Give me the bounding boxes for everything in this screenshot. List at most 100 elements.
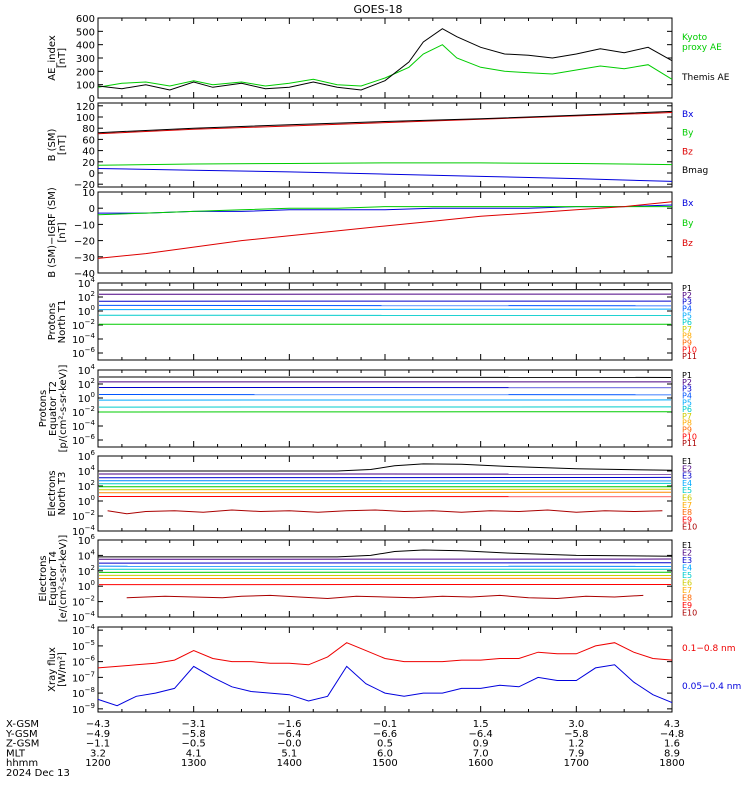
y-tick-exponent: −7 <box>85 670 95 678</box>
series-line <box>98 464 672 471</box>
y-tick-label: −30 <box>74 253 95 264</box>
y-tick-label: 100 <box>78 579 95 593</box>
orbit-value: 1200 <box>85 758 110 769</box>
orbit-value: 1600 <box>468 758 493 769</box>
y-tick-label: 600 <box>76 14 95 25</box>
y-tick-label: 10−2 <box>72 509 95 523</box>
y-tick-label: 10−8 <box>72 686 95 700</box>
y-tick-exponent: 4 <box>91 464 96 472</box>
y-tick-exponent: −2 <box>85 405 95 413</box>
y-tick-label: 100 <box>76 81 95 92</box>
y-tick-exponent: 4 <box>91 548 96 556</box>
y-tick-base: 10 <box>78 279 91 290</box>
y-tick-label: 10−9 <box>72 702 95 716</box>
y-tick-label: 104 <box>78 464 96 478</box>
legend-label: P11 <box>682 439 697 448</box>
y-tick-base: 10 <box>78 536 91 547</box>
y-tick-label: 10−4 <box>72 623 96 637</box>
y-tick-exponent: −4 <box>85 524 96 532</box>
panel-pn: 10−610−410−2100102104Protons North T1P1P2… <box>47 276 697 361</box>
y-axis-label: [nT] <box>57 48 68 68</box>
y-tick-exponent: −9 <box>85 702 95 710</box>
legend-label: Kyoto <box>682 33 708 43</box>
panel-ae: 0 100 200 300 400 500 600 AE_index [nT] Kyotoprox… <box>47 14 730 105</box>
series-line <box>127 595 644 598</box>
panel-ee: 10−410−2100102104106Electrons Equator T4[… <box>38 533 697 624</box>
orbit-value: 1500 <box>372 758 397 769</box>
y-tick-base: 10 <box>78 467 91 478</box>
legend-label: 0.1−0.8 nm <box>682 644 736 654</box>
legend-label: By <box>682 129 694 139</box>
y-tick-exponent: −4 <box>85 610 96 618</box>
y-tick-exponent: −2 <box>85 595 95 603</box>
y-tick-base: 10 <box>78 497 91 508</box>
y-tick-base: 10 <box>78 366 91 377</box>
y-tick-exponent: −6 <box>85 346 96 354</box>
y-tick-exponent: 6 <box>91 449 96 457</box>
legend-label: P11 <box>682 352 697 361</box>
y-axis-label: [W/m²] <box>57 652 68 687</box>
orbit-value: 1400 <box>277 758 302 769</box>
y-tick-exponent: 2 <box>91 479 95 487</box>
y-tick-base: 10 <box>72 598 85 609</box>
y-tick-base: 10 <box>78 452 91 463</box>
series-line <box>108 510 663 514</box>
y-tick-label: 100 <box>78 391 95 405</box>
y-tick-label: 10−2 <box>72 318 95 332</box>
panels: 0100200300400500600AE_index [nT]Kyotoprox… <box>38 14 741 716</box>
y-tick-base: 10 <box>78 307 91 318</box>
y-tick-base: 10 <box>72 673 85 684</box>
y-tick-exponent: 2 <box>91 290 95 298</box>
y-tick-base: 10 <box>72 408 85 419</box>
series-line <box>98 207 672 215</box>
series-line <box>98 665 672 706</box>
series-line <box>98 113 672 134</box>
y-tick-base: 10 <box>78 293 91 304</box>
y-tick-label: 10−7 <box>72 670 95 684</box>
y-tick-exponent: 0 <box>91 579 95 587</box>
y-tick-label: 300 <box>76 54 95 65</box>
y-tick-base: 10 <box>72 436 85 447</box>
y-tick-label: 10−6 <box>72 346 96 360</box>
y-tick-exponent: −4 <box>85 419 96 427</box>
legend-label: Bz <box>682 239 693 249</box>
orbit-value: 1700 <box>564 758 589 769</box>
series-line <box>98 169 672 182</box>
legend-label: Bz <box>682 147 693 157</box>
y-tick-base: 10 <box>72 422 85 433</box>
y-tick-label: 102 <box>78 564 95 578</box>
y-tick-base: 10 <box>78 394 91 405</box>
orbit-value: 1300 <box>181 758 206 769</box>
y-tick-base: 10 <box>72 613 85 624</box>
y-tick-label: 102 <box>78 479 95 493</box>
y-tick-label: 120 <box>76 102 95 113</box>
y-tick-label: 10−4 <box>72 610 96 624</box>
y-axis-label: [p/(cm²-s-sr-keV)] <box>58 365 69 453</box>
y-tick-base: 10 <box>72 626 85 637</box>
y-tick-base: 10 <box>78 582 91 593</box>
series-line <box>98 643 672 668</box>
y-tick-base: 10 <box>72 512 85 523</box>
y-tick-exponent: −5 <box>85 639 95 647</box>
y-axis-label: [nT] <box>57 135 68 155</box>
y-tick-exponent: 6 <box>91 533 96 541</box>
y-tick-base: 10 <box>72 321 85 332</box>
legend-label: Bx <box>682 199 694 209</box>
y-tick-label: 104 <box>78 276 96 290</box>
y-tick-base: 10 <box>72 642 85 653</box>
y-axis-label: North T1 <box>57 300 68 344</box>
panel-frame <box>98 627 672 712</box>
y-tick-label: 0 <box>89 169 95 180</box>
y-tick-label: 102 <box>78 290 95 304</box>
y-tick-base: 10 <box>78 482 91 493</box>
panel-frame <box>98 18 672 98</box>
y-tick-exponent: 0 <box>91 494 95 502</box>
y-tick-label: 0 <box>89 204 95 215</box>
y-tick-label: 10−2 <box>72 405 95 419</box>
y-tick-label: −20 <box>74 237 95 248</box>
y-tick-exponent: 2 <box>91 377 95 385</box>
y-tick-exponent: 0 <box>91 391 95 399</box>
y-tick-label: 500 <box>76 27 95 38</box>
y-tick-base: 10 <box>78 551 91 562</box>
y-tick-base: 10 <box>78 380 91 391</box>
